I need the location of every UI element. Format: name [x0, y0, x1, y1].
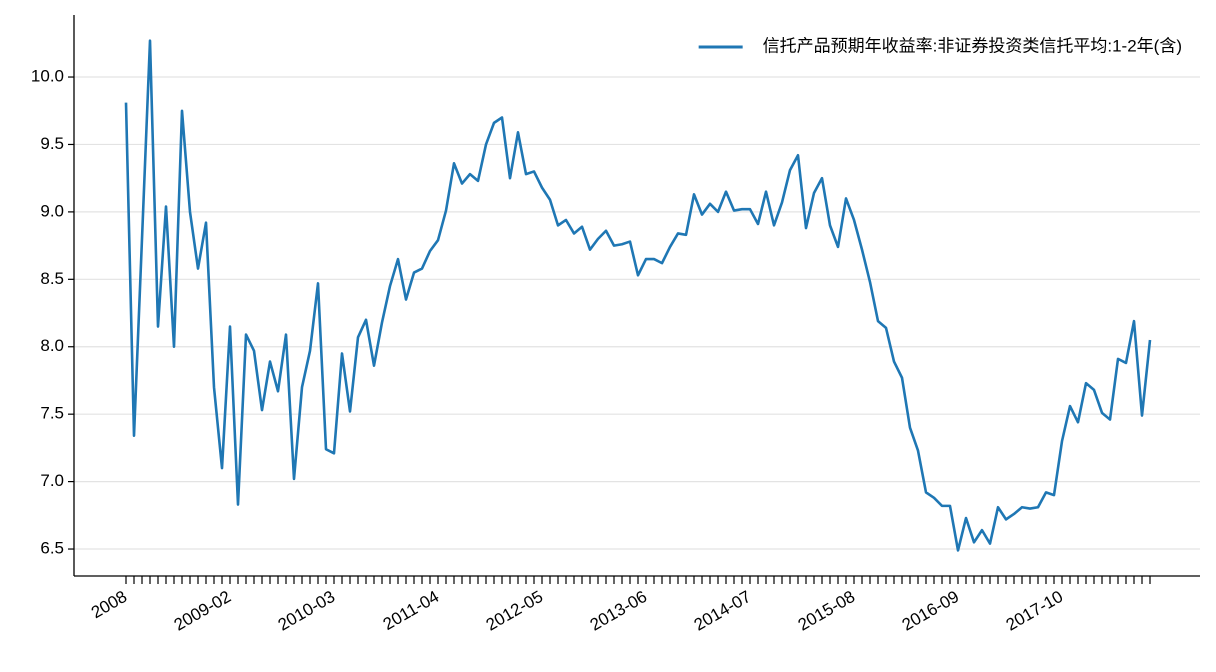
- y-tick-label: 7.0: [40, 471, 64, 490]
- legend-label: 信托产品预期年收益率:非证券投资类信托平均:1-2年(含): [763, 36, 1182, 55]
- y-tick-label: 6.5: [40, 539, 64, 558]
- legend: 信托产品预期年收益率:非证券投资类信托平均:1-2年(含): [698, 36, 1182, 55]
- y-tick-label: 7.5: [40, 404, 64, 423]
- y-tick-label: 10.0: [31, 67, 64, 86]
- line-series: [124, 39, 1152, 552]
- y-tick-label: 8.5: [40, 269, 64, 288]
- y-tick-label: 8.0: [40, 336, 64, 355]
- y-tick-label: 9.0: [40, 201, 64, 220]
- y-tick-label: 9.5: [40, 134, 64, 153]
